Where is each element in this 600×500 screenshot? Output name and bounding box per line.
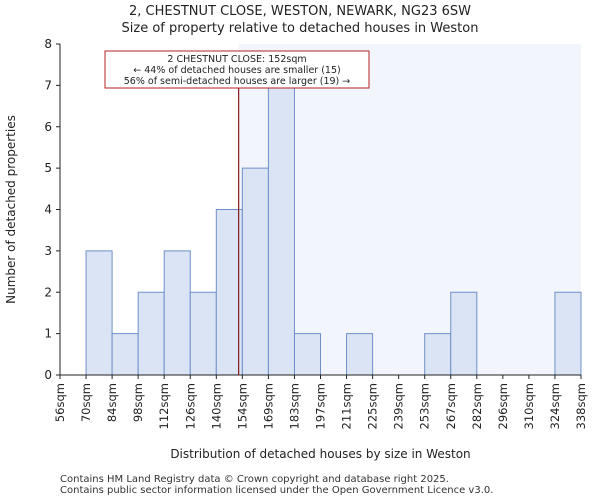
y-tick-label: 7 (44, 78, 52, 92)
annotation-line-3: 56% of semi-detached houses are larger (… (124, 76, 351, 87)
x-tick-label: 56sqm (53, 383, 67, 422)
y-tick-label: 5 (44, 161, 52, 175)
chart-title: 2, CHESTNUT CLOSE, WESTON, NEWARK, NG23 … (128, 4, 472, 19)
x-tick-label: 112sqm (157, 383, 171, 429)
bar-324sqm (554, 291, 582, 376)
y-axis-title: Number of detached properties (4, 115, 18, 304)
x-tick-label: 197sqm (314, 383, 328, 429)
bar-211sqm (346, 333, 374, 376)
x-tick-label: 84sqm (105, 383, 119, 422)
annotation-line-1: 2 CHESTNUT CLOSE: 152sqm (167, 54, 306, 65)
bar-140sqm (215, 209, 243, 376)
y-tick-label: 1 (44, 327, 52, 341)
bar-98sqm (137, 291, 165, 376)
bar-112sqm (163, 250, 191, 376)
x-tick-label: 253sqm (418, 383, 432, 429)
highlight-region (238, 44, 581, 375)
bar-183sqm (293, 333, 322, 376)
bar-126sqm (189, 291, 217, 376)
x-tick-label: 211sqm (340, 383, 354, 429)
bar-70sqm (85, 250, 113, 376)
bar-169sqm (267, 84, 295, 376)
x-tick-label: 310sqm (522, 383, 536, 429)
annotation-box (104, 50, 370, 89)
y-tick-label: 2 (44, 285, 52, 299)
bar-154sqm (241, 167, 269, 376)
bar-267sqm (450, 291, 478, 376)
x-tick-label: 183sqm (287, 383, 301, 429)
y-tick-label: 3 (44, 244, 52, 258)
x-tick-label: 154sqm (235, 383, 249, 429)
y-tick-label: 0 (44, 368, 52, 382)
x-tick-label: 267sqm (444, 383, 458, 429)
y-tick-label: 6 (44, 120, 52, 134)
x-tick-label: 140sqm (209, 383, 223, 429)
bar-84sqm (111, 333, 139, 376)
x-tick-label: 338sqm (574, 383, 588, 429)
x-tick-label: 296sqm (496, 383, 510, 429)
x-tick-label: 282sqm (470, 383, 484, 429)
footer-line-2: Contains public sector information licen… (60, 485, 494, 496)
annotation-line-2: ← 44% of detached houses are smaller (15… (133, 65, 340, 76)
y-tick-label: 4 (44, 203, 52, 217)
footer-line-1: Contains HM Land Registry data © Crown c… (60, 474, 449, 485)
y-tick-label: 8 (44, 37, 52, 51)
x-tick-label: 169sqm (261, 383, 275, 429)
x-axis-title: Distribution of detached houses by size … (170, 447, 470, 461)
x-tick-label: 225sqm (366, 383, 380, 429)
x-tick-label: 126sqm (183, 383, 197, 429)
chart-subtitle: Size of property relative to detached ho… (121, 21, 479, 36)
x-tick-label: 98sqm (131, 383, 145, 422)
bar-253sqm (424, 333, 452, 376)
x-tick-label: 324sqm (548, 383, 562, 429)
x-tick-label: 70sqm (79, 383, 93, 422)
x-tick-label: 239sqm (392, 383, 406, 429)
